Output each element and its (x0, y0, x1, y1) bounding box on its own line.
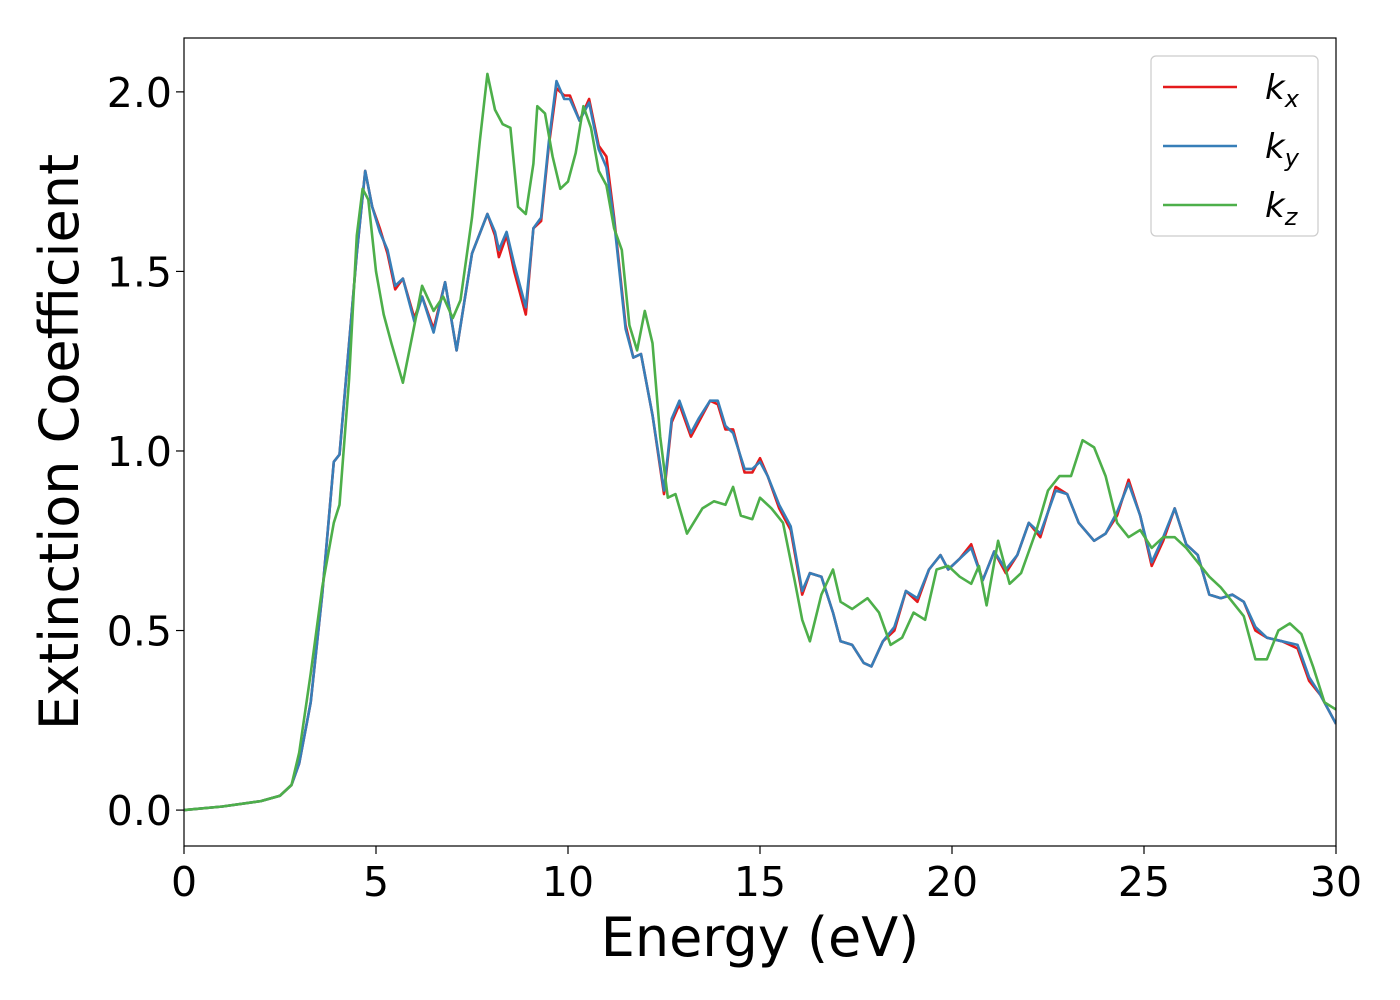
x-axis-label: Energy (eV) (601, 906, 920, 969)
x-tick-label: 5 (363, 858, 389, 906)
y-tick-label: 0.0 (107, 787, 172, 835)
series-line-z (184, 72, 1336, 812)
y-tick-label: 1.5 (107, 248, 172, 296)
legend-label-sub: x (1284, 85, 1300, 113)
series-line-y (184, 79, 1336, 812)
legend-label-sub: z (1284, 203, 1299, 231)
x-tick-label: 25 (1118, 858, 1170, 906)
x-tick-label: 15 (734, 858, 786, 906)
y-tick-label: 1.0 (107, 428, 172, 476)
legend-label-sub: y (1284, 144, 1300, 172)
x-tick-label: 0 (171, 858, 197, 906)
y-tick-label: 0.5 (107, 608, 172, 656)
x-tick-label: 10 (542, 858, 594, 906)
legend-label-main: k (1265, 127, 1286, 167)
legend-label-z: kz (1265, 186, 1299, 231)
legend-label-y: ky (1265, 127, 1300, 172)
x-axis-ticks: 0 5 10 15 20 25 30 (171, 846, 1362, 906)
x-tick-label: 30 (1310, 858, 1362, 906)
y-tick-label: 2.0 (107, 69, 172, 117)
legend-label-main: k (1265, 68, 1286, 108)
legend-label-main: k (1265, 186, 1286, 226)
y-axis-ticks: 0.0 0.5 1.0 1.5 2.0 (107, 69, 184, 835)
x-tick-label: 20 (926, 858, 978, 906)
plot-lines (184, 72, 1336, 812)
legend-label-x: kx (1265, 68, 1300, 113)
y-axis-label: Extinction Coefficient (28, 154, 91, 730)
